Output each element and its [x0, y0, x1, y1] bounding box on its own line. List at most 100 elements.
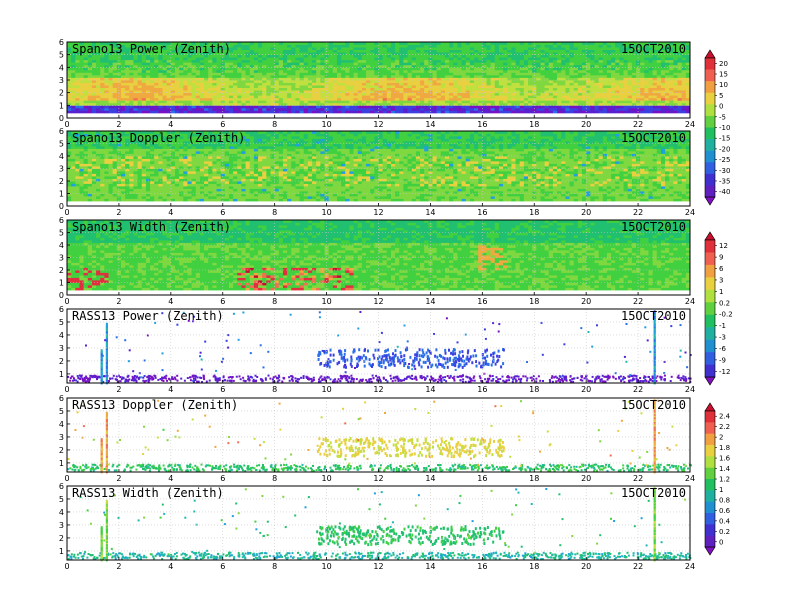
heatmap-cell: [540, 54, 546, 58]
heatmap-cell: [303, 105, 309, 109]
heatmap-cell: [357, 95, 363, 99]
heatmap-cell: [361, 62, 367, 66]
heatmap-cell: [245, 74, 251, 78]
heatmap-cell: [644, 52, 649, 56]
heatmap-cell: [179, 69, 184, 73]
heatmap-cell: [145, 181, 151, 184]
heatmap-cell: [179, 54, 184, 58]
heatmap-cell: [648, 87, 654, 91]
heatmap-cell: [515, 69, 521, 73]
heatmap-cell: [141, 110, 147, 114]
heatmap-cell: [415, 59, 421, 63]
heatmap-cell: [428, 72, 433, 76]
heatmap-cell: [436, 44, 442, 48]
heatmap-cell: [386, 110, 392, 114]
heatmap-cell: [370, 64, 375, 68]
heatmap-cell: [253, 54, 259, 58]
heatmap-cell: [652, 87, 658, 91]
heatmap-cell: [569, 42, 575, 45]
heatmap-cell: [656, 72, 662, 76]
heatmap-cell: [120, 181, 126, 184]
heatmap-cell: [116, 90, 122, 94]
heatmap-cell: [594, 107, 600, 111]
heatmap-cell: [179, 57, 184, 61]
heatmap-cell: [266, 52, 271, 56]
heatmap-cell: [166, 196, 172, 199]
heatmap-cell: [444, 52, 450, 56]
heatmap-cell: [378, 90, 384, 94]
heatmap-cell: [374, 52, 379, 56]
heatmap-cell: [582, 110, 587, 114]
heatmap-cell: [536, 59, 541, 63]
heatmap-cell: [224, 54, 230, 58]
heatmap-cell: [262, 107, 267, 111]
heatmap-cell: [565, 85, 570, 88]
heatmap-cell: [611, 59, 616, 63]
heatmap-cell: [411, 54, 417, 58]
heatmap-cell: [166, 52, 172, 56]
heatmap-cell: [457, 49, 462, 53]
heatmap-cell: [528, 107, 533, 111]
heatmap-cell: [519, 74, 525, 78]
heatmap-cell: [615, 67, 620, 71]
heatmap-cell: [79, 44, 85, 48]
heatmap-cell: [174, 87, 180, 91]
heatmap-cell: [519, 85, 525, 88]
heatmap-cell: [328, 90, 334, 94]
heatmap-cell: [287, 85, 292, 88]
heatmap-cell: [287, 105, 292, 109]
heatmap-cell: [511, 64, 516, 68]
heatmap-cell: [681, 44, 687, 48]
heatmap-cell: [224, 80, 230, 83]
heatmap-cell: [170, 57, 176, 61]
heatmap-cell: [540, 107, 546, 111]
heatmap-cell: [498, 107, 504, 111]
heatmap-cell: [108, 72, 114, 76]
heatmap-cell: [91, 166, 97, 169]
heatmap-cell: [83, 105, 89, 109]
heatmap-cell: [158, 131, 163, 134]
heatmap-cell: [353, 102, 359, 106]
heatmap-cell: [577, 49, 583, 53]
heatmap-cell: [83, 69, 89, 73]
heatmap-cell: [482, 54, 487, 58]
heatmap-cell: [374, 102, 379, 106]
heatmap-cell: [594, 47, 600, 50]
heatmap-cell: [399, 57, 404, 61]
heatmap-cell: [631, 69, 637, 73]
heatmap-cell: [71, 95, 76, 99]
heatmap-cell: [511, 72, 516, 76]
heatmap-cell: [170, 136, 176, 139]
heatmap-cell: [627, 69, 633, 73]
heatmap-cell: [191, 42, 197, 45]
heatmap-cell: [478, 100, 483, 104]
heatmap-cell: [307, 47, 313, 50]
heatmap-cell: [150, 131, 155, 134]
heatmap-cell: [100, 151, 105, 154]
heatmap-cell: [129, 67, 134, 71]
heatmap-cell: [474, 67, 479, 71]
heatmap-cell: [465, 54, 471, 58]
heatmap-cell: [278, 54, 284, 58]
heatmap-cell: [199, 95, 205, 99]
heatmap-cell: [486, 57, 492, 61]
heatmap-cell: [478, 77, 483, 81]
heatmap-cell: [303, 82, 309, 86]
heatmap-cell: [449, 85, 454, 88]
heatmap-cell: [640, 67, 645, 71]
heatmap-cell: [482, 82, 487, 86]
heatmap-cell: [598, 80, 604, 83]
heatmap-cell: [208, 97, 213, 101]
heatmap-cell: [390, 49, 396, 53]
heatmap-cell: [465, 110, 471, 114]
heatmap-cell: [386, 72, 392, 76]
heatmap-cell: [324, 67, 330, 71]
heatmap-cell: [307, 97, 313, 101]
heatmap-cell: [158, 156, 163, 159]
heatmap-cell: [174, 62, 180, 66]
heatmap-cell: [270, 95, 276, 99]
heatmap-cell: [145, 80, 151, 83]
heatmap-cell: [503, 97, 508, 101]
heatmap-cell: [174, 44, 180, 48]
heatmap-cell: [150, 44, 155, 48]
